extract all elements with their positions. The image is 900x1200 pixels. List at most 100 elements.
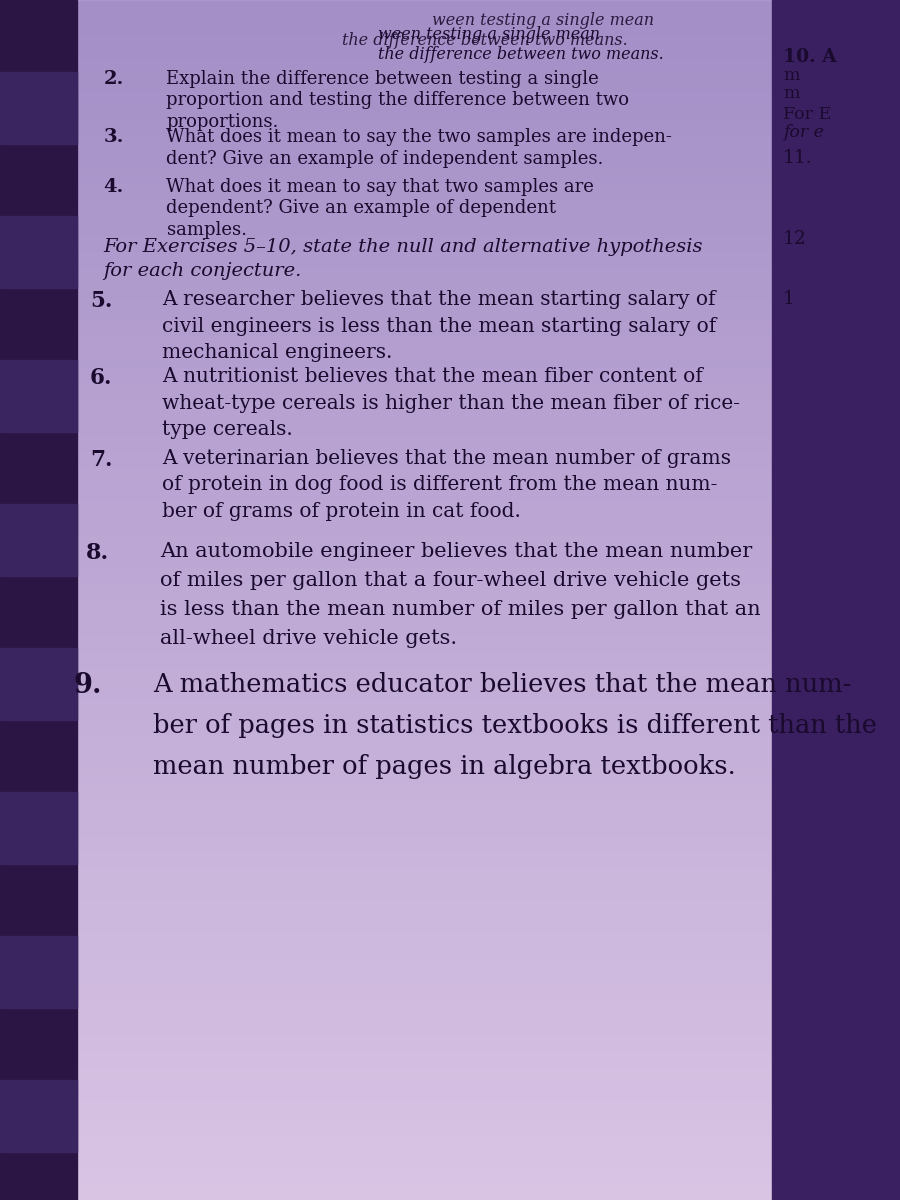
Bar	[0, 824, 900, 828]
Bar	[0, 1132, 900, 1136]
Bar	[0, 936, 76, 1008]
Bar	[0, 732, 900, 736]
Bar	[0, 192, 900, 196]
Bar	[0, 892, 900, 896]
Bar	[0, 216, 900, 220]
Bar	[0, 1172, 900, 1176]
Text: mean number of pages in algebra textbooks.: mean number of pages in algebra textbook…	[153, 754, 736, 779]
Bar	[0, 268, 900, 272]
Text: is less than the mean number of miles per gallon that an: is less than the mean number of miles pe…	[160, 600, 760, 619]
Bar	[0, 576, 900, 580]
Bar	[0, 0, 900, 4]
Bar	[0, 632, 900, 636]
Bar	[0, 980, 900, 984]
Text: 12: 12	[783, 230, 807, 248]
Bar	[0, 344, 900, 348]
Bar	[0, 700, 900, 704]
Bar	[0, 88, 900, 92]
Bar	[0, 56, 900, 60]
Bar	[0, 108, 900, 112]
Bar	[0, 752, 900, 756]
Bar	[0, 984, 900, 988]
Bar	[0, 272, 900, 276]
Bar	[0, 648, 76, 720]
Text: proportion and testing the difference between two: proportion and testing the difference be…	[166, 91, 629, 109]
Bar	[0, 208, 900, 212]
Bar	[0, 1196, 900, 1200]
Bar	[0, 640, 900, 644]
Bar	[0, 228, 900, 232]
Bar	[0, 964, 900, 968]
Bar	[0, 600, 900, 604]
Bar	[0, 872, 900, 876]
Bar	[0, 624, 900, 628]
Bar	[0, 324, 900, 328]
Bar	[0, 584, 900, 588]
Bar	[0, 560, 900, 564]
Bar	[0, 1088, 900, 1092]
Bar	[0, 236, 900, 240]
Bar	[0, 680, 900, 684]
Bar	[0, 652, 900, 656]
Text: 5.: 5.	[90, 290, 112, 312]
Bar	[0, 1164, 900, 1168]
Bar	[0, 128, 900, 132]
Text: of miles per gallon that a four-wheel drive vehicle gets: of miles per gallon that a four-wheel dr…	[160, 571, 742, 590]
Bar	[772, 0, 900, 1200]
Bar	[0, 20, 900, 24]
Text: 9.: 9.	[74, 672, 103, 698]
Text: A nutritionist believes that the mean fiber content of: A nutritionist believes that the mean fi…	[162, 367, 703, 386]
Bar	[0, 668, 900, 672]
Bar	[0, 388, 900, 392]
Bar	[0, 856, 900, 860]
Bar	[0, 812, 900, 816]
Bar	[0, 636, 900, 640]
Bar	[0, 1180, 900, 1184]
Bar	[0, 712, 900, 716]
Bar	[0, 1108, 900, 1112]
Bar	[0, 1116, 900, 1120]
Bar	[0, 240, 900, 244]
Bar	[0, 776, 900, 780]
Bar	[0, 292, 900, 296]
Bar	[0, 852, 900, 856]
Bar	[0, 400, 900, 404]
Bar	[0, 764, 900, 768]
Bar	[0, 64, 900, 68]
Bar	[0, 72, 900, 76]
Bar	[0, 480, 900, 484]
Text: dependent? Give an example of dependent: dependent? Give an example of dependent	[166, 199, 556, 217]
Bar	[0, 464, 900, 468]
Bar	[0, 920, 900, 924]
Text: An automobile engineer believes that the mean number: An automobile engineer believes that the…	[160, 542, 752, 562]
Bar	[0, 440, 900, 444]
Text: 4.: 4.	[104, 178, 124, 196]
Bar	[0, 164, 900, 168]
Bar	[0, 864, 900, 868]
Text: type cereals.: type cereals.	[162, 420, 292, 439]
Bar	[0, 0, 76, 1200]
Bar	[0, 1124, 900, 1128]
Bar	[0, 1152, 900, 1156]
Bar	[0, 36, 900, 40]
Bar	[0, 84, 900, 88]
Bar	[0, 532, 900, 536]
Bar	[0, 4, 900, 8]
Text: mechanical engineers.: mechanical engineers.	[162, 343, 392, 362]
Text: ween testing a single mean: ween testing a single mean	[432, 12, 654, 29]
Bar	[0, 672, 900, 676]
Text: for each conjecture.: for each conjecture.	[104, 262, 302, 280]
Bar	[0, 788, 900, 792]
Bar	[0, 404, 900, 408]
Bar	[0, 1192, 900, 1196]
Bar	[0, 1004, 900, 1008]
Bar	[0, 568, 900, 572]
Bar	[0, 972, 900, 976]
Bar	[0, 580, 900, 584]
Bar	[0, 492, 900, 496]
Bar	[0, 992, 900, 996]
Bar	[0, 720, 900, 724]
Bar	[0, 708, 900, 712]
Text: What does it mean to say the two samples are indepen-: What does it mean to say the two samples…	[166, 128, 672, 146]
Bar	[0, 1160, 900, 1164]
